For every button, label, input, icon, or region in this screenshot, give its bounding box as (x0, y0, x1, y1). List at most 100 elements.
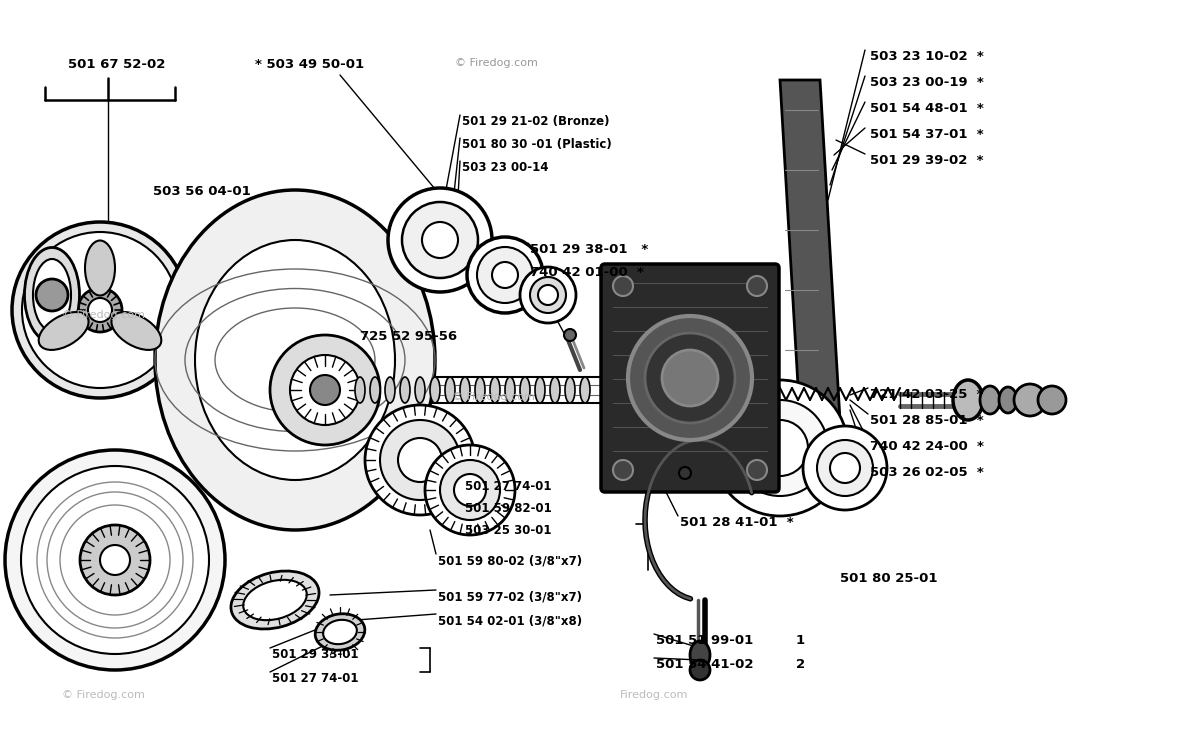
Text: 501 54 37-01  *: 501 54 37-01 * (870, 128, 984, 141)
Text: Firedog.com: Firedog.com (620, 690, 688, 700)
Ellipse shape (981, 386, 999, 414)
Circle shape (747, 460, 767, 480)
Text: 501 54 41-02: 501 54 41-02 (656, 658, 754, 671)
Ellipse shape (505, 377, 514, 403)
Text: © Firedog.com: © Firedog.com (452, 392, 535, 402)
Circle shape (662, 350, 717, 406)
Circle shape (678, 467, 691, 479)
Ellipse shape (415, 377, 425, 403)
Ellipse shape (520, 377, 530, 403)
Text: 501 54 48-01  *: 501 54 48-01 * (870, 102, 984, 115)
Text: © Firedog.com: © Firedog.com (455, 58, 538, 68)
Ellipse shape (385, 377, 395, 403)
Circle shape (440, 460, 500, 520)
Text: 1: 1 (796, 634, 805, 647)
Polygon shape (780, 80, 840, 420)
Ellipse shape (999, 387, 1017, 413)
Text: © Firedog.com: © Firedog.com (63, 690, 145, 700)
Circle shape (564, 329, 576, 341)
Circle shape (12, 222, 188, 398)
Circle shape (645, 333, 735, 423)
Circle shape (78, 288, 122, 332)
Text: 501 67 52-02: 501 67 52-02 (68, 58, 165, 71)
Ellipse shape (535, 377, 545, 403)
Ellipse shape (445, 377, 455, 403)
Ellipse shape (430, 377, 440, 403)
Text: © Firedog.com: © Firedog.com (63, 310, 145, 320)
Text: 501 29 38-01   *: 501 29 38-01 * (530, 243, 648, 256)
Ellipse shape (490, 377, 500, 403)
Circle shape (628, 316, 752, 440)
Ellipse shape (111, 312, 162, 350)
Text: * 503 49 50-01: * 503 49 50-01 (255, 58, 365, 71)
Text: 501 54 02-01 (3/8"x8): 501 54 02-01 (3/8"x8) (438, 614, 582, 627)
Ellipse shape (243, 580, 307, 620)
Circle shape (422, 222, 458, 258)
Circle shape (612, 276, 632, 296)
Ellipse shape (400, 377, 409, 403)
Text: 503 23 00-14: 503 23 00-14 (463, 161, 549, 174)
Text: 501 29 33-01: 501 29 33-01 (273, 648, 359, 661)
Text: 501 27 74-01: 501 27 74-01 (465, 480, 551, 493)
Circle shape (425, 445, 514, 535)
Text: 725 52 95-56: 725 52 95-56 (360, 330, 457, 343)
Circle shape (380, 420, 460, 500)
Circle shape (612, 460, 632, 480)
Text: 503 26 02-05  *: 503 26 02-05 * (870, 466, 984, 479)
Text: 501 51 99-01: 501 51 99-01 (656, 634, 753, 647)
Circle shape (492, 262, 518, 288)
Text: 503 56 04-01: 503 56 04-01 (153, 185, 250, 198)
Text: 501 28 41-01  *: 501 28 41-01 * (680, 516, 794, 529)
Circle shape (752, 420, 808, 476)
Ellipse shape (323, 620, 356, 644)
Text: 501 80 30 -01 (Plastic): 501 80 30 -01 (Plastic) (463, 138, 611, 151)
Ellipse shape (690, 641, 710, 669)
Circle shape (5, 450, 225, 670)
Text: 501 28 85-01  *: 501 28 85-01 * (870, 414, 984, 427)
Text: 501 59 80-02 (3/8"x7): 501 59 80-02 (3/8"x7) (438, 554, 582, 567)
Circle shape (747, 276, 767, 296)
Text: 501 27 74-01: 501 27 74-01 (273, 672, 359, 685)
Text: 503 25 30-01: 503 25 30-01 (465, 524, 551, 537)
Text: 2: 2 (796, 658, 805, 671)
Ellipse shape (85, 240, 114, 296)
Circle shape (80, 525, 150, 595)
Ellipse shape (371, 377, 380, 403)
Ellipse shape (33, 259, 71, 331)
Text: 501 59 82-01: 501 59 82-01 (465, 502, 552, 515)
Circle shape (830, 453, 860, 483)
Circle shape (1038, 386, 1066, 414)
Circle shape (388, 188, 492, 292)
Text: 501 29 21-02 (Bronze): 501 29 21-02 (Bronze) (463, 115, 610, 128)
Circle shape (530, 277, 566, 313)
Ellipse shape (355, 377, 365, 403)
Text: 501 29 39-02  *: 501 29 39-02 * (870, 154, 983, 167)
Text: 740 42 01-00  *: 740 42 01-00 * (530, 266, 644, 279)
Ellipse shape (39, 312, 88, 350)
Ellipse shape (953, 380, 983, 420)
FancyBboxPatch shape (601, 264, 779, 492)
Circle shape (37, 279, 68, 311)
Circle shape (520, 267, 576, 323)
Ellipse shape (25, 247, 79, 342)
Circle shape (398, 438, 442, 482)
Circle shape (732, 400, 828, 496)
Circle shape (690, 660, 710, 680)
Ellipse shape (581, 377, 590, 403)
Circle shape (100, 545, 130, 575)
Circle shape (290, 355, 360, 425)
Text: 740 42 24-00  *: 740 42 24-00 * (870, 440, 984, 453)
Circle shape (467, 237, 543, 313)
Circle shape (454, 474, 486, 506)
Circle shape (402, 202, 478, 278)
Circle shape (270, 335, 380, 445)
Circle shape (804, 426, 887, 510)
Circle shape (477, 247, 533, 303)
Ellipse shape (231, 571, 319, 629)
Ellipse shape (476, 377, 485, 403)
Circle shape (712, 380, 848, 516)
Ellipse shape (565, 377, 575, 403)
Circle shape (310, 375, 340, 405)
Ellipse shape (155, 190, 435, 530)
Text: 503 23 10-02  *: 503 23 10-02 * (870, 50, 984, 63)
